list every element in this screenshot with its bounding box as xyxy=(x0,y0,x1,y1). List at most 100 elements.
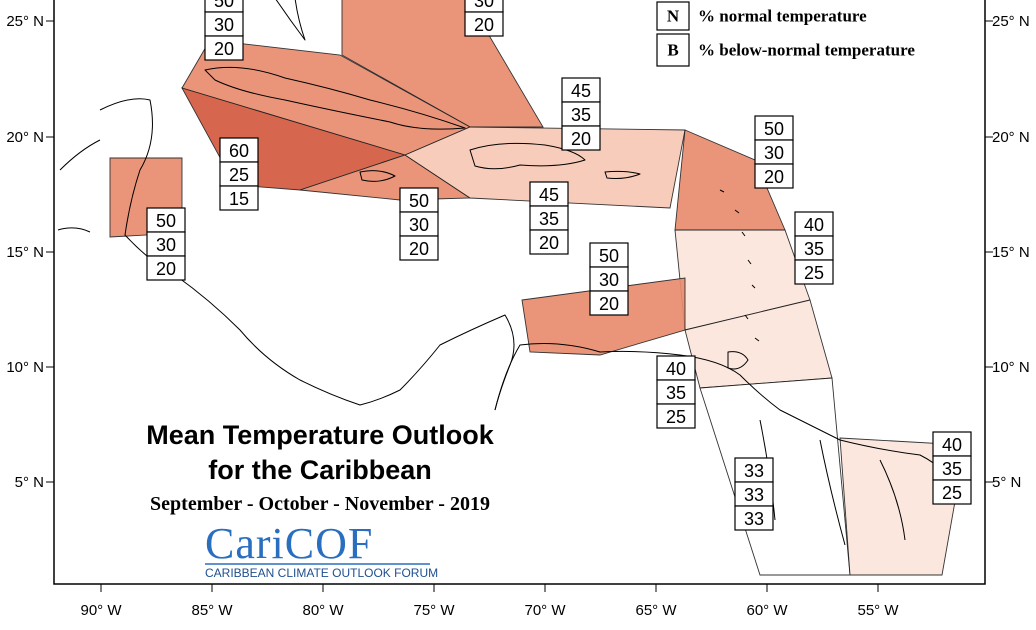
legend-key-b: B xyxy=(667,41,678,60)
forecast-cell xyxy=(399,187,439,213)
coast-jamaica xyxy=(359,170,396,182)
forecast-cell xyxy=(734,457,774,483)
forecast-cell xyxy=(561,101,601,127)
coast-trinidad xyxy=(727,351,749,370)
forecast-cell xyxy=(656,355,696,381)
forecast-value: 20 xyxy=(599,294,619,314)
forecast-cell xyxy=(754,163,794,189)
forecast-box-trinidad-tobago: 40 35 25 xyxy=(656,355,696,429)
forecast-cell xyxy=(734,481,774,507)
coast-central-america xyxy=(99,98,515,411)
forecast-value: 20 xyxy=(539,233,559,253)
x-label-55w: 55° W xyxy=(857,602,899,619)
forecast-value: 35 xyxy=(942,459,962,479)
forecast-value: 30 xyxy=(474,0,494,11)
forecast-cell xyxy=(794,211,834,237)
x-label-80w: 80° W xyxy=(302,602,344,619)
coast-puerto-rico xyxy=(604,170,641,179)
coastlines xyxy=(57,0,966,546)
forecast-value: 25 xyxy=(804,263,824,283)
x-label-75w: 75° W xyxy=(413,602,455,619)
forecast-value: 25 xyxy=(666,407,686,427)
forecast-value: 33 xyxy=(744,509,764,529)
forecast-value: 30 xyxy=(214,15,234,35)
y-label-5n-right: 5° N xyxy=(992,474,1021,491)
forecast-cell xyxy=(794,235,834,261)
forecast-value: 20 xyxy=(571,129,591,149)
coast-florida xyxy=(275,0,306,41)
forecast-value: 35 xyxy=(666,383,686,403)
forecast-cell xyxy=(399,211,439,237)
forecast-value: 60 xyxy=(229,141,249,161)
forecast-cell xyxy=(529,181,569,207)
forecast-value: 20 xyxy=(409,239,429,259)
forecast-cell xyxy=(589,290,629,316)
forecast-cell xyxy=(529,229,569,255)
forecast-cell xyxy=(204,11,244,37)
legend-label-below: % below-normal temperature xyxy=(698,41,915,60)
forecast-value: 45 xyxy=(539,185,559,205)
logo-subtitle: CARIBBEAN CLIMATE OUTLOOK FORUM xyxy=(205,566,438,580)
forecast-value: 40 xyxy=(804,215,824,235)
legend-item-below: B % below-normal temperature xyxy=(656,33,915,67)
region-bahamas xyxy=(341,0,544,128)
forecast-cell xyxy=(561,125,601,151)
forecast-value: 50 xyxy=(764,119,784,139)
y-label-20n: 20° N xyxy=(6,129,44,146)
forecast-value: 30 xyxy=(409,215,429,235)
coast-lesser-antilles xyxy=(719,189,760,342)
forecast-value: 33 xyxy=(744,461,764,481)
logo-wordmark: CariCOF xyxy=(205,519,373,568)
forecast-value: 40 xyxy=(666,359,686,379)
forecast-value: 20 xyxy=(764,167,784,187)
forecast-cell xyxy=(656,379,696,405)
forecast-value: 20 xyxy=(156,259,176,279)
forecast-box-belize: 50 30 20 xyxy=(146,207,186,281)
forecast-value: 30 xyxy=(599,270,619,290)
x-label-85w: 85° W xyxy=(191,602,233,619)
forecast-cell xyxy=(589,242,629,268)
map-title-line1: Mean Temperature Outlook xyxy=(146,420,495,450)
legend-label-normal: % normal temperature xyxy=(698,7,867,26)
forecast-cell xyxy=(754,139,794,165)
map-period: September - October - November - 2019 xyxy=(150,493,490,515)
coast-south-america xyxy=(494,343,966,501)
legend-key-n: N xyxy=(667,7,680,26)
x-label-90w: 90° W xyxy=(80,602,122,619)
coast-cuba xyxy=(204,66,466,130)
forecast-value: 25 xyxy=(229,165,249,185)
y-axis-right: 25° N 20° N 15° N 10° N 5° N xyxy=(985,13,1030,491)
forecast-box-guyana: 33 33 33 xyxy=(734,457,774,531)
forecast-value: 20 xyxy=(214,39,234,59)
y-label-10n: 10° N xyxy=(6,359,44,376)
x-axis: 90° W 85° W 80° W 75° W 70° W 65° W 60° … xyxy=(80,584,899,619)
forecast-cell xyxy=(754,115,794,141)
forecast-box-jamaica: 50 30 20 xyxy=(399,187,439,261)
forecast-cell xyxy=(734,505,774,531)
coast-hispaniola xyxy=(469,142,586,170)
map-frame xyxy=(53,0,986,585)
legend: N % normal temperature B % below-normal … xyxy=(656,1,915,67)
forecast-value: 20 xyxy=(474,15,494,35)
forecast-value: 30 xyxy=(764,143,784,163)
forecast-value: 50 xyxy=(156,211,176,231)
forecast-value: 30 xyxy=(156,235,176,255)
forecast-cell xyxy=(204,35,244,61)
map-title-line2: for the Caribbean xyxy=(208,455,432,485)
forecast-cell xyxy=(932,479,972,505)
forecast-regions xyxy=(109,0,966,576)
y-label-10n-right: 10° N xyxy=(992,359,1030,376)
forecast-box-windward-islands: 40 35 25 xyxy=(794,211,834,285)
region-abc xyxy=(521,277,686,356)
y-label-20n-right: 20° N xyxy=(992,129,1030,146)
forecast-value: 50 xyxy=(409,191,429,211)
forecast-value: 35 xyxy=(571,105,591,125)
forecast-cell xyxy=(794,259,834,285)
y-label-5n: 5° N xyxy=(15,474,44,491)
x-label-70w: 70° W xyxy=(524,602,566,619)
forecast-box-hispaniola-puerto-rico: 45 35 20 xyxy=(561,77,601,151)
forecast-cell xyxy=(932,455,972,481)
